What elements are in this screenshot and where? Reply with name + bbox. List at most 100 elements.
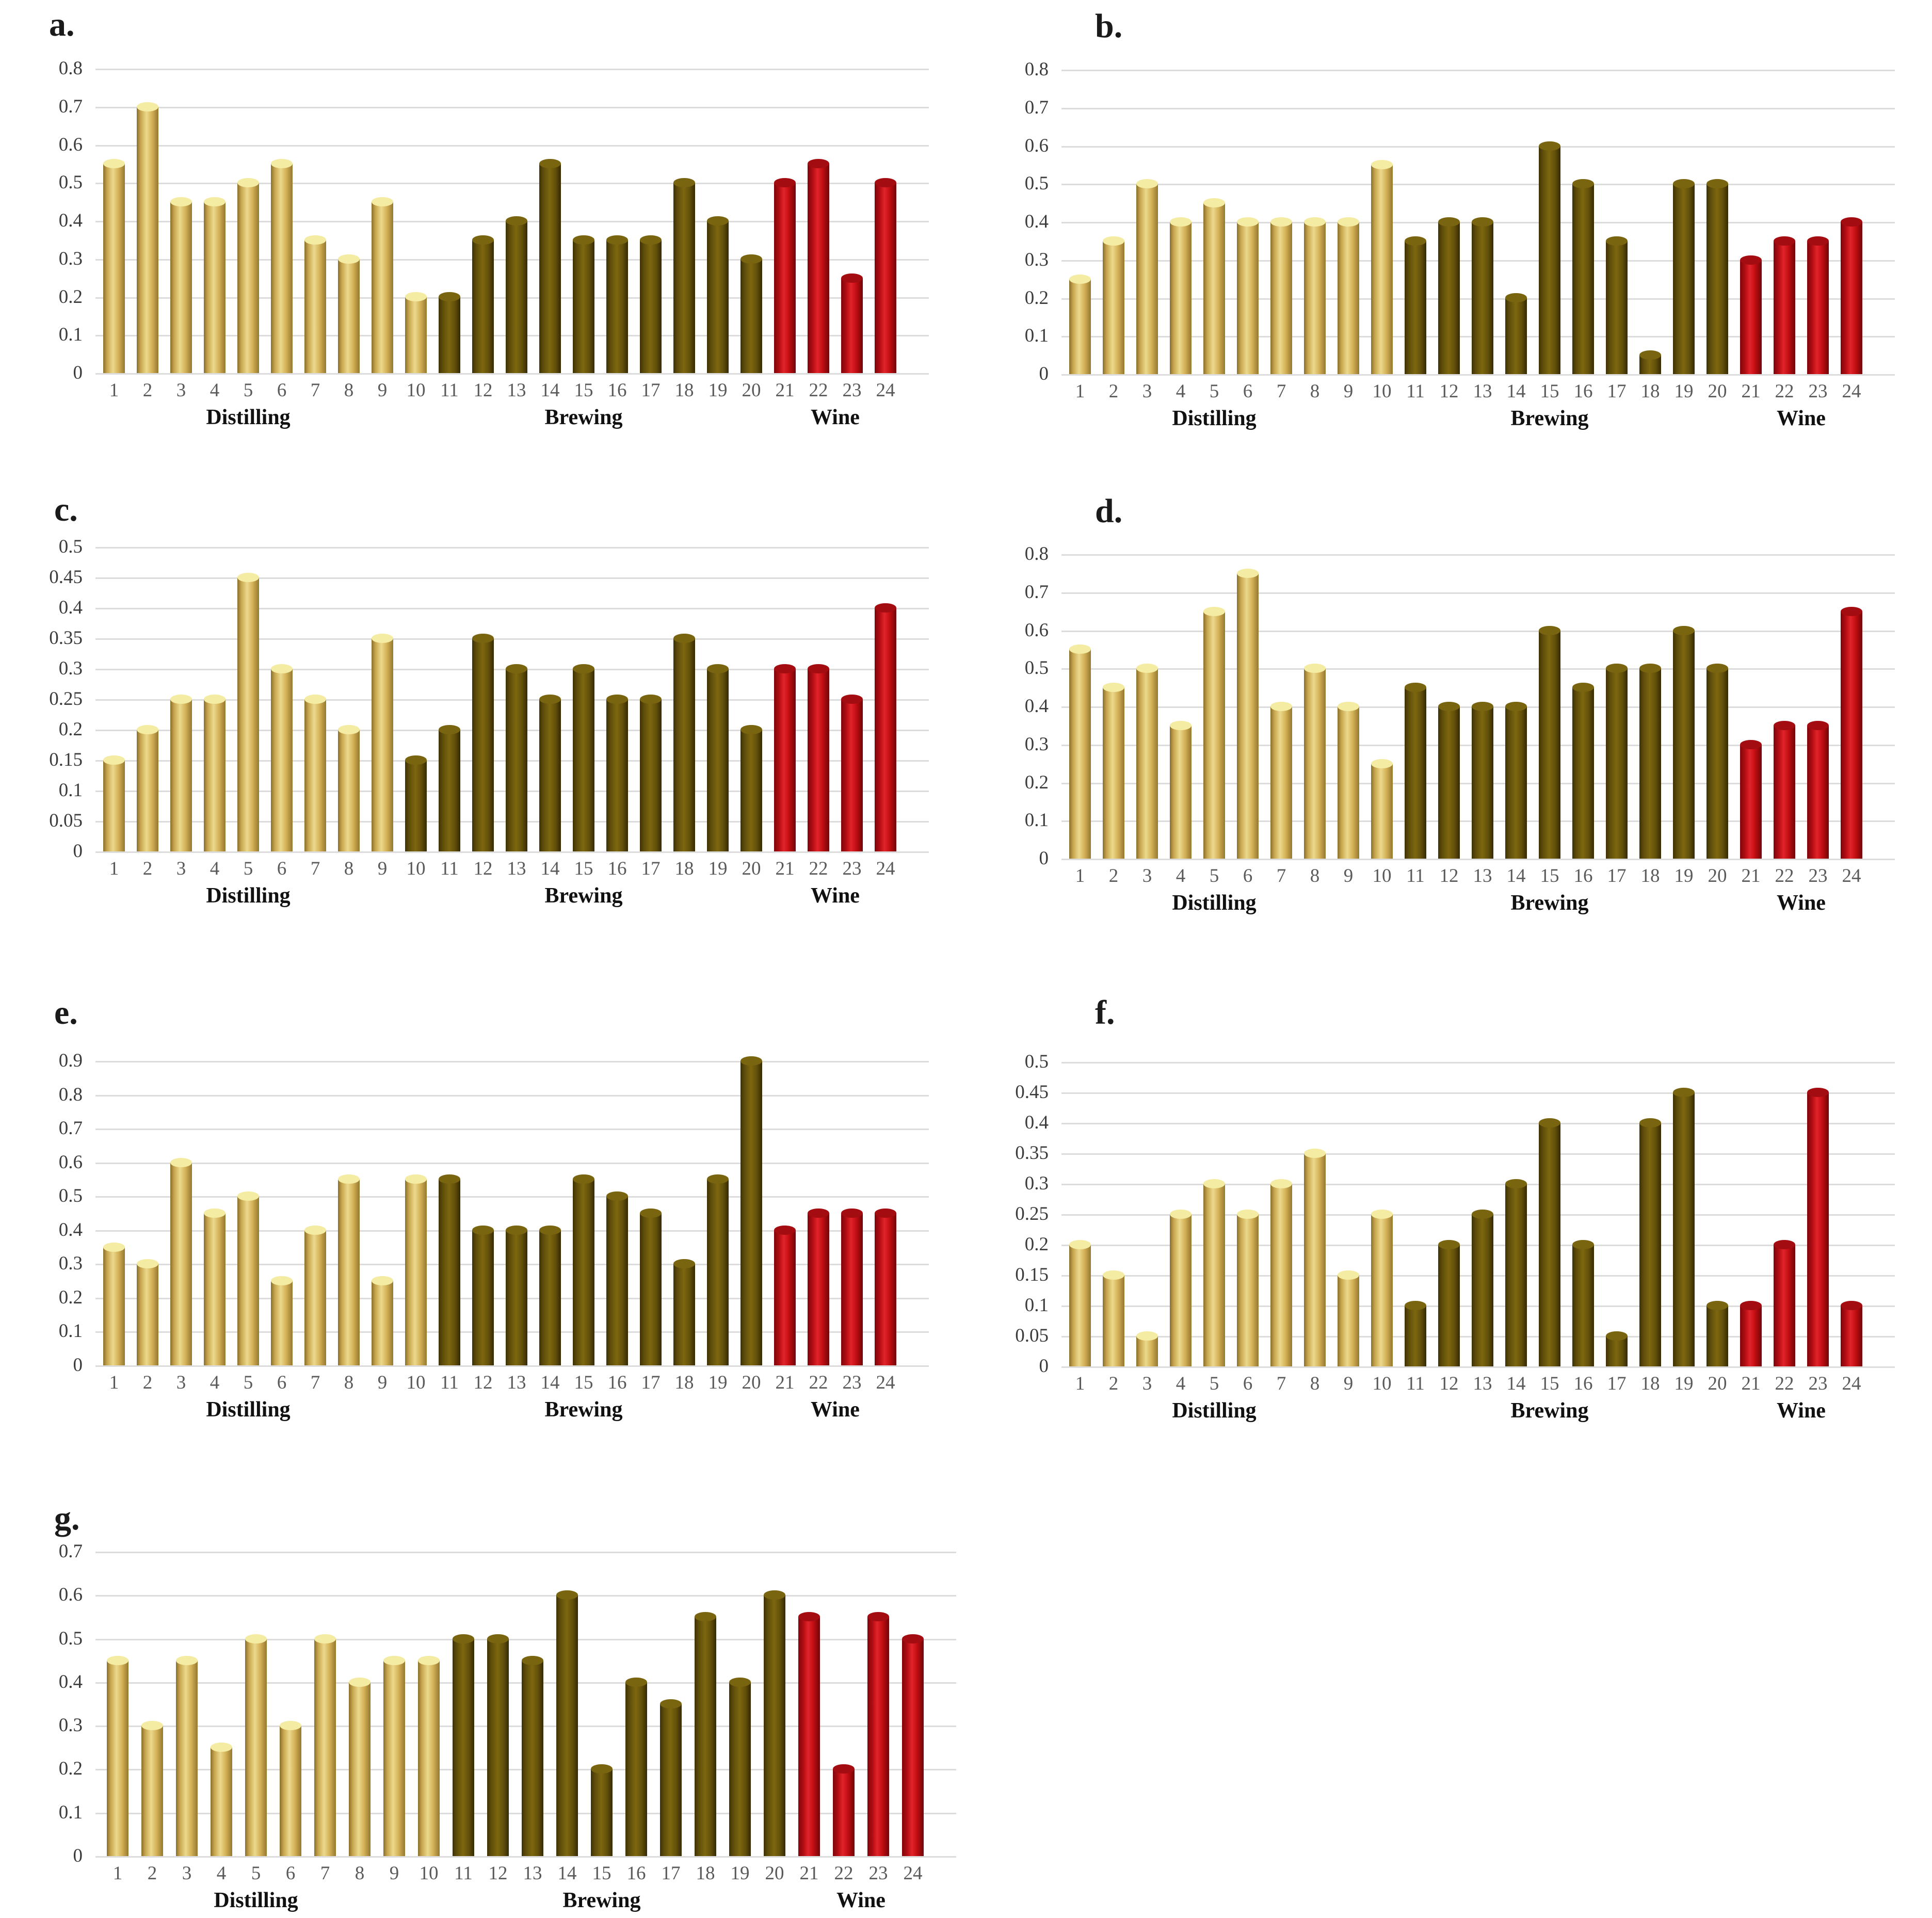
bar-sample-13 [506,664,527,851]
bar-sample-24 [875,1208,896,1365]
y-tick-label: 0.3 [58,658,83,679]
x-tick-label: 15 [574,1372,593,1393]
bar-sample-4 [204,197,226,373]
x-tick-label: 22 [809,1372,828,1393]
x-axis-baseline [95,373,929,375]
group-label-wine: Wine [1777,891,1826,915]
x-tick-label: 17 [641,858,661,879]
gridline [95,1061,929,1062]
x-tick-label: 7 [1276,1373,1286,1394]
bar-sample-14 [1505,702,1527,859]
bar-sample-12 [472,1226,494,1365]
x-tick-label: 16 [1573,1373,1593,1394]
x-tick-label: 14 [1506,865,1526,887]
x-tick-label: 6 [277,380,287,401]
bar-sample-14 [1505,1179,1527,1366]
bar-sample-9 [372,634,393,851]
x-tick-label: 17 [661,1863,681,1884]
bar-sample-3 [170,1158,192,1365]
y-tick-label: 0.25 [1015,1203,1049,1224]
bar-sample-11 [439,725,460,851]
x-tick-label: 9 [1343,381,1354,402]
gridline [95,183,929,184]
bar-sample-4 [1170,217,1192,374]
y-tick-label: 0.1 [58,1802,83,1823]
bar-sample-2 [1103,1270,1124,1366]
x-tick-label: 2 [1108,1373,1119,1394]
gridline [95,577,929,579]
x-tick-label: 20 [1708,865,1727,887]
bar-sample-2 [1103,683,1124,859]
bar-sample-19 [1673,1088,1695,1366]
plot-area: 0.8 0.7 0.6 0.5 0.4 0.3 0.2 0.1 0 1 2 3 4 5 6 7 8 9 10 11 12… [966,544,1932,921]
x-tick-label: 13 [507,1372,526,1393]
x-tick-label: 12 [1439,381,1459,402]
gridline [1061,631,1895,632]
bar-sample-5 [1203,198,1225,374]
bar-sample-3 [1136,1331,1158,1366]
plot-area: 0.5 0.45 0.4 0.35 0.3 0.25 0.2 0.15 0.1 0.05 0 1 2 3 4… [966,1052,1932,1428]
chart-letter: g. [54,1500,80,1537]
group-label-distilling: Distilling [206,406,291,429]
x-tick-label: 13 [507,380,526,401]
bar-sample-14 [539,159,561,373]
group-label-distilling: Distilling [206,884,291,908]
bar-sample-21 [1740,740,1762,859]
x-tick-label: 13 [1473,381,1492,402]
y-tick-label: 0.3 [58,248,83,269]
bar-sample-20 [740,725,762,851]
y-tick-label: 0.3 [58,1253,83,1274]
x-tick-label: 5 [1209,1373,1219,1394]
x-tick-label: 21 [775,380,795,401]
chart-letter: d. [1095,492,1123,530]
bar-sample-6 [1237,1210,1259,1366]
y-tick-label: 0.15 [49,749,83,770]
group-label-distilling: Distilling [1172,1399,1257,1423]
bar-sample-17 [1606,236,1628,374]
bar-sample-2 [137,1259,158,1365]
x-tick-label: 4 [210,1372,220,1393]
x-tick-label: 9 [389,1863,399,1884]
y-tick-label: 0.5 [58,1185,83,1206]
bar-sample-14 [556,1590,578,1856]
bar-sample-11 [439,1174,460,1365]
bar-sample-15 [1539,141,1560,374]
x-tick-label: 17 [1607,1373,1627,1394]
x-tick-label: 21 [799,1863,819,1884]
y-tick-label: 0.5 [58,536,83,557]
x-tick-label: 20 [765,1863,784,1884]
x-tick-label: 24 [903,1863,923,1884]
bar-sample-2 [137,102,158,373]
x-tick-label: 3 [176,1372,186,1393]
bar-sample-8 [1304,1149,1326,1366]
chart-panel-b: b. 0.8 0.7 0.6 0.5 0.4 0.3 0.2 0.1 0 1 2 3 4 5 6 7 8 9 10 1… [966,0,1932,464]
x-tick-label: 6 [277,858,287,879]
bar-sample-3 [1136,664,1158,859]
x-tick-label: 16 [1573,865,1593,887]
x-tick-label: 14 [540,1372,560,1393]
x-tick-label: 20 [1708,1373,1727,1394]
chart-panel-d: d. 0.8 0.7 0.6 0.5 0.4 0.3 0.2 0.1 0 1 2 3 4 5 6 7 8 9 10 1… [966,464,1932,965]
x-tick-label: 19 [1674,1373,1694,1394]
group-label-brewing: Brewing [544,406,623,429]
group-label-brewing: Brewing [544,1398,623,1422]
x-tick-label: 8 [344,1372,354,1393]
gridline [95,107,929,108]
bar-sample-15 [1539,1118,1560,1366]
bar-sample-1 [1069,644,1091,859]
bar-sample-21 [1740,255,1762,374]
x-tick-label: 19 [1674,381,1694,402]
bar-sample-3 [170,197,192,373]
x-tick-label: 10 [406,380,426,401]
y-tick-label: 0.45 [49,567,83,588]
x-tick-label: 12 [473,858,493,879]
plot-area: 0.7 0.6 0.5 0.4 0.3 0.2 0.1 0 1 2 3 4 5 6 7 8 9 10 11 12 13 1… [0,1542,966,1918]
x-tick-label: 1 [1075,381,1085,402]
x-tick-label: 23 [868,1863,888,1884]
x-tick-label: 20 [742,1372,761,1393]
bar-sample-23 [867,1612,889,1856]
x-tick-label: 13 [507,858,526,879]
gridline [1061,146,1895,148]
bar-sample-21 [1740,1301,1762,1366]
bar-sample-16 [1572,179,1594,374]
